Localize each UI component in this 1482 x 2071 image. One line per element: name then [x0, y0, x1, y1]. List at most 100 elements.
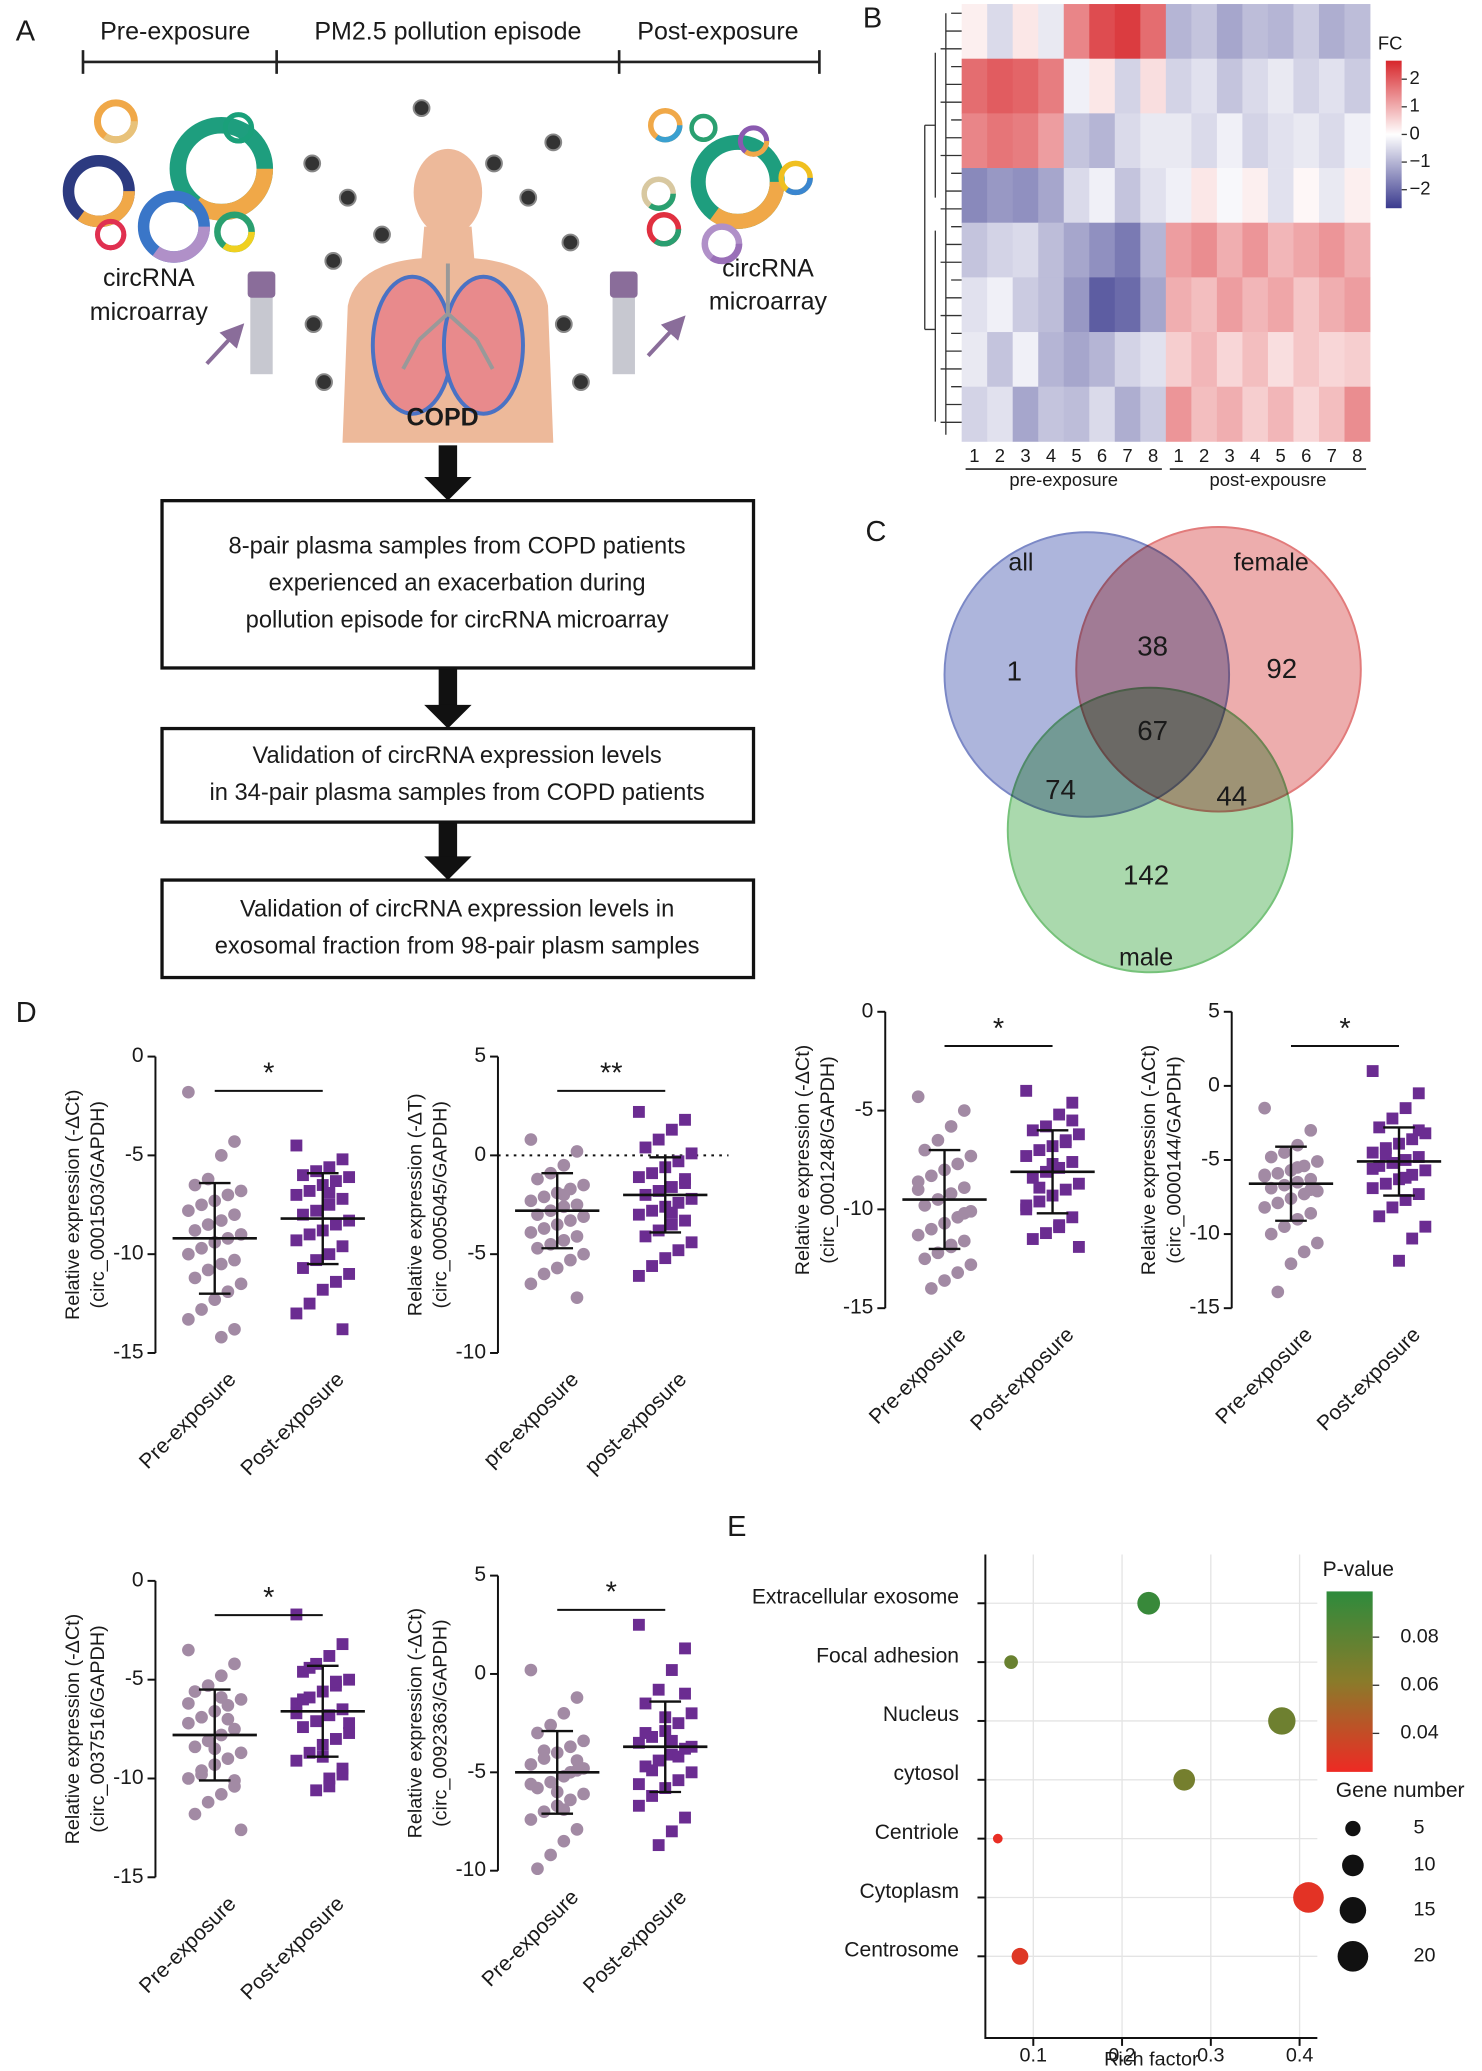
heat-cell [1293, 58, 1320, 114]
data-point [938, 1274, 951, 1287]
category-label: Cytoplasm [860, 1880, 960, 1903]
data-point [323, 1780, 336, 1793]
column-label: 3 [1020, 445, 1030, 466]
data-point [228, 1322, 241, 1336]
venn-count: 92 [1266, 653, 1297, 684]
heat-cell [1318, 386, 1345, 442]
data-point [544, 1848, 557, 1862]
category-label: post-exposure [581, 1368, 692, 1479]
data-point [1020, 1150, 1033, 1162]
data-point [1026, 1124, 1039, 1137]
data-point [537, 1744, 551, 1758]
heat-cell [1344, 277, 1371, 333]
heat-cell [1344, 4, 1371, 60]
data-point [1373, 1159, 1386, 1172]
y-tick-label: 0 [132, 1568, 144, 1591]
data-point [646, 1730, 659, 1743]
data-point [524, 1758, 538, 1771]
data-point [1258, 1201, 1271, 1214]
heat-cell [1114, 386, 1141, 442]
heat-cell [1293, 222, 1320, 278]
category-label: Pre-exposure [135, 1368, 241, 1474]
data-point [1412, 1188, 1425, 1201]
data-point [1258, 1101, 1271, 1115]
data-point [1040, 1120, 1052, 1133]
heat-cell [1089, 386, 1116, 442]
heat-cell [961, 58, 988, 114]
data-point [329, 1275, 342, 1288]
data-point [672, 1196, 685, 1209]
heat-cell [1089, 58, 1116, 114]
data-point [1379, 1177, 1392, 1190]
bubble [1011, 1947, 1029, 1965]
data-point [925, 1282, 938, 1295]
data-point [632, 1105, 645, 1118]
data-point [557, 1158, 571, 1172]
data-point [1311, 1236, 1324, 1250]
heat-cell [1242, 58, 1269, 114]
data-point [564, 1793, 577, 1807]
ring-arc [137, 190, 210, 263]
data-point [537, 1222, 551, 1235]
heat-cell [1216, 58, 1243, 114]
heat-cell [1165, 58, 1192, 114]
heat-cell [1089, 168, 1116, 224]
heat-cell [1165, 168, 1192, 224]
data-point [1258, 1168, 1271, 1182]
data-point [201, 1795, 215, 1809]
colorbar [1385, 60, 1402, 209]
data-point [665, 1123, 678, 1136]
size-legend-bubble [1339, 1896, 1367, 1924]
particle [485, 154, 503, 173]
phase-label: Pre-exposure [100, 18, 250, 46]
data-point [685, 1707, 698, 1720]
colorbar-tick-label: 2 [1410, 67, 1420, 88]
heat-cell [1114, 113, 1141, 169]
data-point [652, 1224, 665, 1237]
flow-arrow-head [424, 476, 472, 501]
y-tick-label: -5 [467, 1760, 486, 1783]
data-point [214, 1669, 228, 1683]
heat-cell [1038, 277, 1065, 333]
heat-cell [1191, 113, 1218, 169]
significance-label: ** [600, 1058, 623, 1090]
heat-cell [1038, 386, 1065, 442]
data-point [672, 1244, 685, 1257]
tube-cap [609, 271, 638, 298]
data-point [182, 1697, 195, 1710]
data-point [195, 1768, 208, 1781]
heat-cell [1267, 4, 1294, 60]
bubble [992, 1833, 1003, 1844]
y-axis-label: (circ_0092363/GAPDH) [430, 1619, 452, 1826]
column-label: 8 [1148, 445, 1158, 466]
sd-bar [306, 1664, 339, 1758]
data-point [685, 1236, 698, 1249]
column-label: 7 [1327, 445, 1337, 466]
venn-count: 44 [1216, 781, 1247, 812]
y-tick-label: -15 [1189, 1296, 1219, 1319]
data-point [570, 1145, 584, 1158]
data-point [1264, 1227, 1278, 1241]
data-point [951, 1266, 965, 1279]
data-point [323, 1248, 336, 1261]
data-point [957, 1207, 971, 1220]
heat-cell [1267, 168, 1294, 224]
data-point [665, 1664, 678, 1676]
y-axis-label: Relative expression (-ΔCt) [1138, 1045, 1160, 1276]
colorbar-tick-label: −2 [1410, 178, 1431, 199]
heat-cell [1267, 277, 1294, 333]
data-point [1271, 1167, 1285, 1180]
flow-text: experienced an exacerbation during [269, 571, 646, 597]
sd-bar [1275, 1145, 1307, 1222]
data-point [336, 1323, 349, 1336]
y-axis-label: Relative expression (-ΔCt) [404, 1608, 426, 1839]
data-point [1053, 1108, 1066, 1121]
data-point [1020, 1084, 1033, 1097]
data-point [1291, 1161, 1304, 1174]
heat-cell [1216, 4, 1243, 60]
colorbar-tick-label: −1 [1410, 150, 1431, 171]
heat-cell [1318, 58, 1345, 114]
flow-box [160, 878, 756, 980]
airway [401, 263, 495, 370]
data-point [297, 1169, 309, 1182]
